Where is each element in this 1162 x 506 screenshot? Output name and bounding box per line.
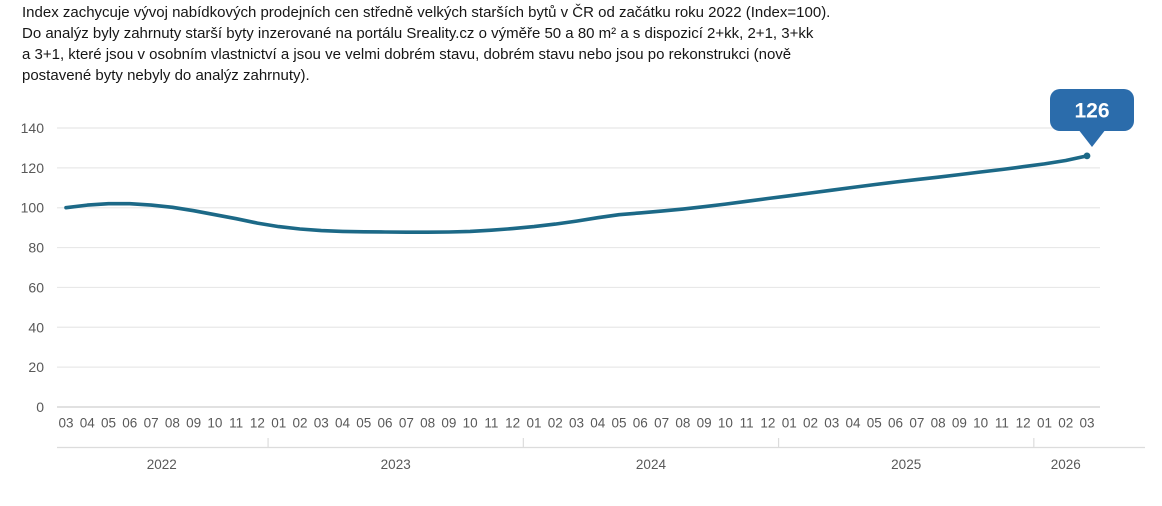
x-axis-month-label: 03	[314, 416, 329, 431]
x-axis-month-label: 07	[909, 416, 924, 431]
y-axis-label: 120	[21, 160, 45, 176]
x-axis-year-label: 2026	[1051, 457, 1081, 472]
x-axis-month-label: 09	[441, 416, 456, 431]
x-axis-month-label: 04	[335, 416, 351, 431]
x-axis-month-label: 11	[740, 416, 754, 431]
x-axis-month-label: 08	[165, 416, 180, 431]
x-axis-month-label: 10	[718, 416, 733, 431]
value-badge: 126	[1050, 89, 1134, 147]
x-axis-year-label: 2023	[381, 457, 411, 472]
y-axis-label: 20	[28, 359, 44, 375]
index-line	[64, 154, 1089, 234]
value-badge-bubble	[1050, 89, 1134, 131]
x-axis-month-label: 10	[207, 416, 222, 431]
x-axis-month-label: 11	[484, 416, 498, 431]
x-axis-month-label: 03	[569, 416, 584, 431]
x-axis-year-label: 2024	[636, 457, 667, 472]
x-axis-month-label: 12	[760, 416, 775, 431]
y-axis-label: 100	[21, 200, 45, 216]
x-axis-month-label: 08	[675, 416, 690, 431]
y-axis-label: 40	[28, 319, 44, 335]
description-line-4: postavené byty nebyly do analýz zahrnuty…	[22, 67, 310, 84]
chart-description: Index zachycuje vývoj nabídkových prodej…	[22, 2, 1132, 86]
x-axis-month-label: 06	[633, 416, 648, 431]
x-axis-month-label: 08	[931, 416, 946, 431]
y-axis-label: 140	[21, 120, 45, 136]
x-axis-month-label: 03	[58, 416, 73, 431]
x-axis-month-label: 04	[846, 416, 862, 431]
x-axis-month-label: 03	[824, 416, 839, 431]
x-axis-year-label: 2022	[147, 457, 177, 472]
x-axis-month-label: 04	[590, 416, 606, 431]
x-axis-month-label: 02	[548, 416, 563, 431]
x-axis-month-label: 01	[526, 416, 541, 431]
x-axis-month-label: 05	[612, 416, 627, 431]
x-axis-month-label: 01	[782, 416, 797, 431]
x-axis-month-label: 06	[888, 416, 903, 431]
x-axis-month-label: 05	[101, 416, 116, 431]
last-point-marker	[1083, 152, 1091, 160]
x-axis-month-label: 12	[1016, 416, 1031, 431]
description-line-3: a 3+1, které jsou v osobním vlastnictví …	[22, 46, 792, 63]
x-axis-month-label: 12	[250, 416, 265, 431]
x-axis-month-label: 10	[973, 416, 988, 431]
x-axis-month-label: 08	[420, 416, 435, 431]
value-badge-tail	[1078, 129, 1106, 147]
x-axis-month-label: 06	[122, 416, 137, 431]
x-axis-month-label: 07	[654, 416, 669, 431]
x-axis-year-label: 2025	[891, 457, 921, 472]
x-axis-month-label: 01	[1037, 416, 1052, 431]
description-line-2: Do analýz byly zahrnuty starší byty inze…	[22, 25, 814, 42]
x-axis-month-label: 01	[271, 416, 286, 431]
x-axis-month-label: 05	[356, 416, 371, 431]
value-badge-label: 126	[1074, 100, 1109, 123]
x-axis-month-label: 09	[952, 416, 967, 431]
x-axis-month-label: 05	[867, 416, 882, 431]
x-axis-month-label: 02	[1058, 416, 1073, 431]
x-axis-month-label: 02	[292, 416, 307, 431]
x-axis-month-label: 07	[399, 416, 414, 431]
y-axis-label: 80	[28, 240, 44, 256]
x-axis-month-label: 06	[378, 416, 393, 431]
x-axis-month-label: 07	[144, 416, 159, 431]
x-axis-month-label: 09	[186, 416, 201, 431]
y-axis-label: 60	[28, 279, 44, 295]
x-axis-month-label: 03	[1079, 416, 1094, 431]
x-axis-month-label: 09	[697, 416, 712, 431]
x-axis-month-label: 12	[505, 416, 520, 431]
y-axis-label: 0	[36, 399, 44, 415]
x-axis-month-label: 04	[80, 416, 96, 431]
x-axis-month-label: 02	[803, 416, 818, 431]
description-line-1: Index zachycuje vývoj nabídkových prodej…	[22, 4, 831, 21]
x-axis-month-label: 11	[229, 416, 243, 431]
x-axis-month-label: 11	[995, 416, 1009, 431]
x-axis-month-label: 10	[463, 416, 478, 431]
